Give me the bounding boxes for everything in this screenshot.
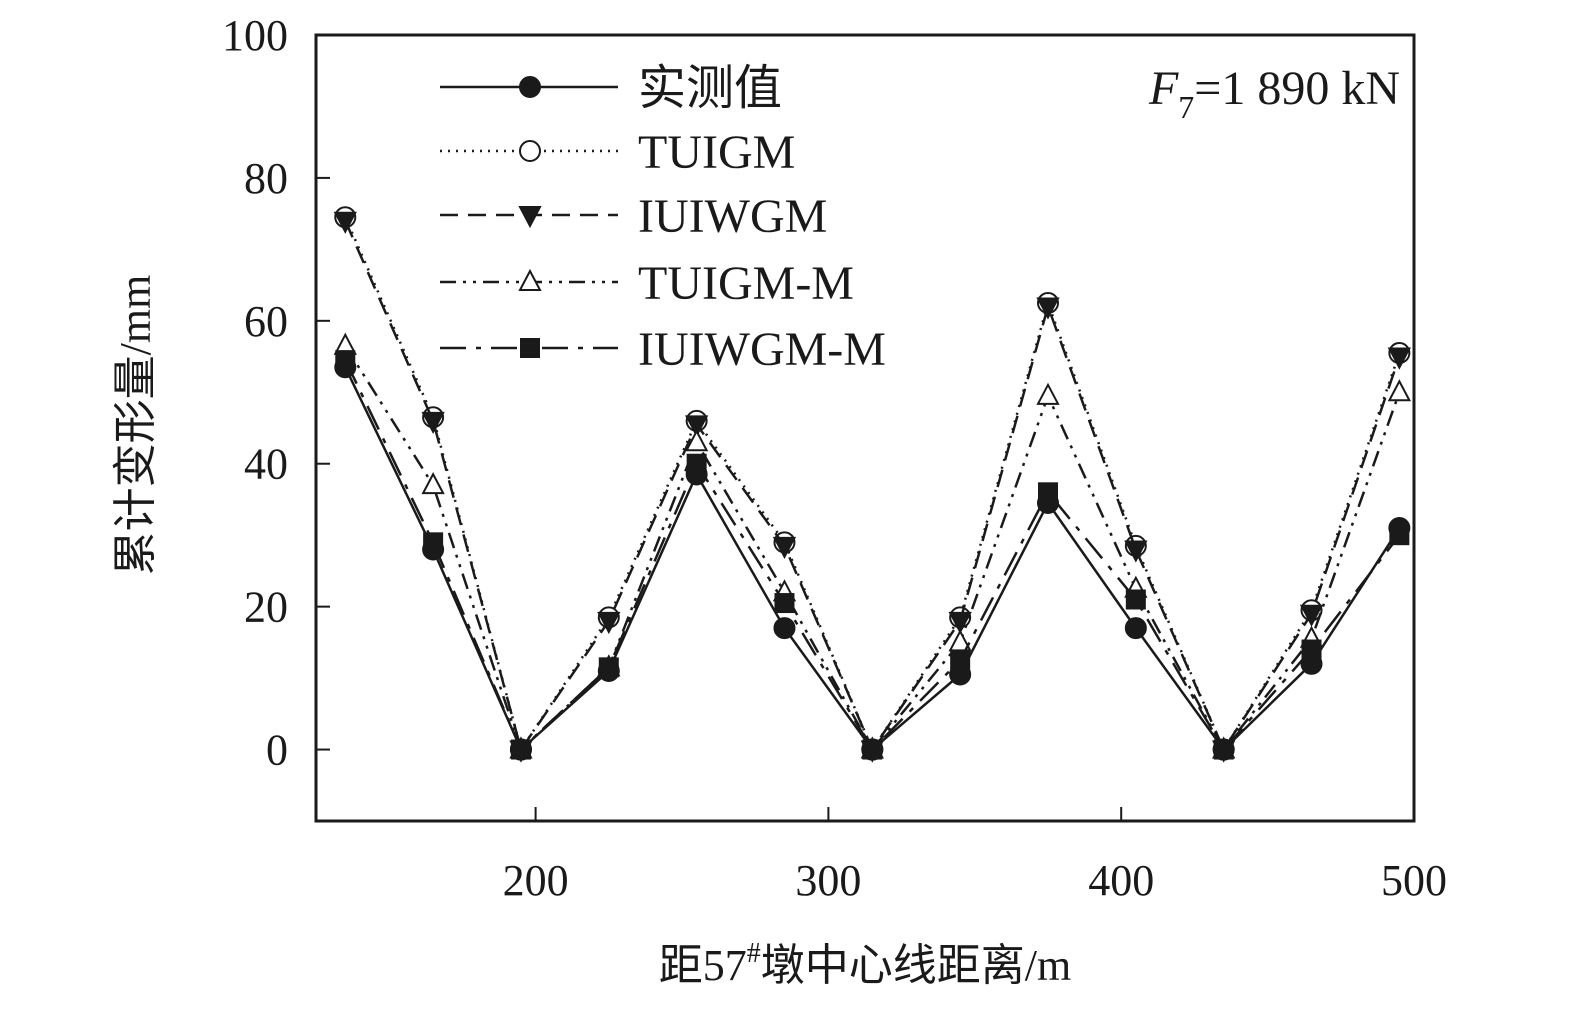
data-point: [510, 739, 531, 760]
x-axis-title: 距57#墩中心线距离/m: [659, 938, 1071, 990]
legend-label: IUIWGM-M: [638, 323, 886, 376]
data-point: [335, 350, 356, 371]
annotation-main: F: [1148, 62, 1179, 115]
x-axis-title-pre: 距57: [659, 941, 747, 990]
legend-marker: [519, 140, 541, 162]
legend-item: IUIWGM-M: [440, 323, 886, 376]
data-point: [684, 415, 709, 438]
legend-marker: [519, 76, 541, 98]
data-point: [1301, 639, 1322, 660]
data-point: [1124, 540, 1148, 563]
legend-label: TUIGM: [638, 126, 795, 179]
annotation-rest: =1 890 kN: [1194, 62, 1400, 115]
series-line: [344, 359, 1401, 751]
x-tick-label: 500: [1381, 856, 1447, 905]
data-point: [950, 650, 971, 671]
x-tick-label: 200: [503, 856, 569, 905]
data-point: [1124, 617, 1147, 640]
y-tick-label: 60: [244, 297, 288, 346]
series-5: [335, 350, 1410, 760]
data-point: [1389, 525, 1410, 546]
y-tick-label: 20: [244, 583, 288, 632]
data-point: [421, 411, 445, 435]
axis-ticks: 200 300 400 500 0 20 40 60 80 100: [222, 11, 1447, 905]
data-point: [948, 611, 972, 635]
x-axis-title-sup: #: [747, 938, 761, 969]
data-point: [1125, 589, 1146, 610]
data-point: [1299, 604, 1324, 627]
data-point: [1036, 382, 1060, 405]
series-line: [344, 345, 1401, 751]
data-point: [597, 611, 621, 635]
legend-item: IUIWGM: [440, 190, 827, 243]
series-line: [344, 220, 1401, 751]
legend: 实测值 TUIGM IUIWGM TUIGM-M IUIWGM-M: [440, 62, 886, 376]
series-2: [334, 206, 1411, 761]
data-point: [1387, 347, 1412, 370]
y-tick-label: 40: [244, 440, 288, 489]
data-point: [772, 536, 797, 560]
y-tick-label: 80: [244, 154, 288, 203]
x-axis-title-post: 墩中心线距离/m: [761, 941, 1071, 990]
legend-item: TUIGM-M: [440, 257, 854, 310]
x-tick-label: 300: [795, 856, 861, 905]
legend-label: IUIWGM: [638, 190, 827, 243]
legend-marker: [518, 206, 542, 229]
data-point: [686, 453, 707, 474]
legend-label: 实测值: [638, 62, 782, 115]
legend-item: 实测值: [440, 62, 782, 115]
series-layer: [333, 206, 1412, 763]
legend-marker: [520, 338, 540, 358]
data-point: [1036, 297, 1060, 320]
series-1: [334, 356, 1411, 761]
y-axis-title: 累计变形量/mm: [111, 275, 160, 576]
data-point: [598, 657, 619, 678]
legend-label: TUIGM-M: [638, 257, 854, 310]
annotation-sub: 7: [1178, 89, 1194, 125]
y-tick-label: 0: [266, 726, 288, 775]
data-point: [862, 739, 883, 760]
data-point: [423, 532, 444, 553]
data-point: [684, 429, 709, 452]
legend-marker: [518, 268, 542, 291]
legend-item: TUIGM: [440, 126, 795, 179]
series-line: [344, 216, 1401, 751]
y-tick-label: 100: [222, 11, 288, 60]
data-point: [333, 211, 357, 234]
data-point: [774, 593, 795, 614]
plot-area: [314, 33, 1416, 823]
data-point: [421, 472, 445, 495]
data-point: [1213, 739, 1234, 760]
data-point: [1038, 482, 1058, 503]
annotation-text: F7=1 890 kN: [1148, 62, 1400, 125]
series-line: [344, 366, 1401, 751]
data-point: [773, 617, 796, 640]
x-tick-label: 400: [1088, 856, 1154, 905]
plot-border: [314, 33, 1416, 823]
data-point: [1387, 379, 1412, 402]
